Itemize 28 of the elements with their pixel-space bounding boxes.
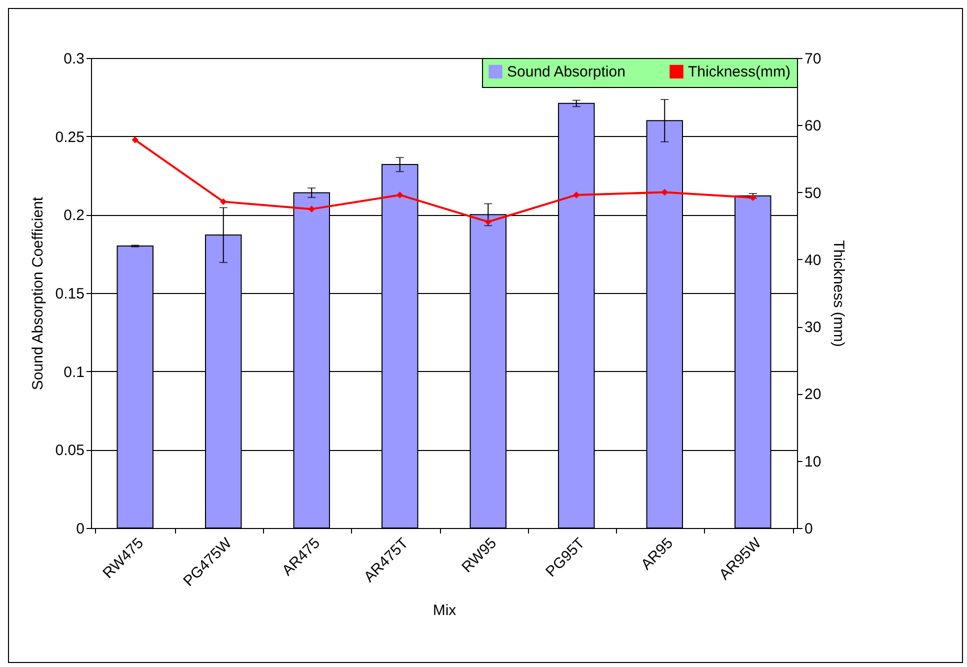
point: [220, 198, 227, 206]
point: [484, 218, 492, 226]
point: [750, 194, 756, 202]
y-tick-label: 0.1: [64, 364, 84, 381]
y2-tick-label: 50: [804, 184, 822, 202]
y2-tick-label: 0: [804, 520, 813, 538]
y2-axis-title: Thickness (mm): [830, 240, 848, 347]
y-tick-label: 0.25: [55, 128, 84, 146]
y2-tick-label: 40: [804, 252, 822, 269]
x-axis-title: Mix: [432, 602, 457, 620]
point: [132, 136, 138, 144]
y2-tick-label: 60: [804, 118, 822, 135]
y2-tick-label: 30: [804, 319, 822, 336]
y2-tick-label: 10: [804, 453, 822, 470]
point: [308, 206, 315, 212]
legend-label: Sound Absorption: [507, 64, 626, 81]
point: [573, 192, 580, 198]
y-tick-label: 0.05: [55, 442, 84, 460]
point: [396, 192, 404, 198]
y2-tick-label: 20: [804, 386, 822, 404]
legend-label: Thickness(mm): [688, 64, 791, 81]
y-tick-label: 0: [76, 520, 84, 538]
point: [661, 188, 668, 196]
y-axis-title: Sound Absorption Coefficient: [29, 196, 46, 390]
y-tick-label: 0.3: [64, 50, 84, 68]
y2-tick-label: 70: [804, 50, 822, 68]
y-tick-label: 0.2: [64, 207, 84, 224]
y-tick-label: 0.15: [55, 286, 84, 302]
